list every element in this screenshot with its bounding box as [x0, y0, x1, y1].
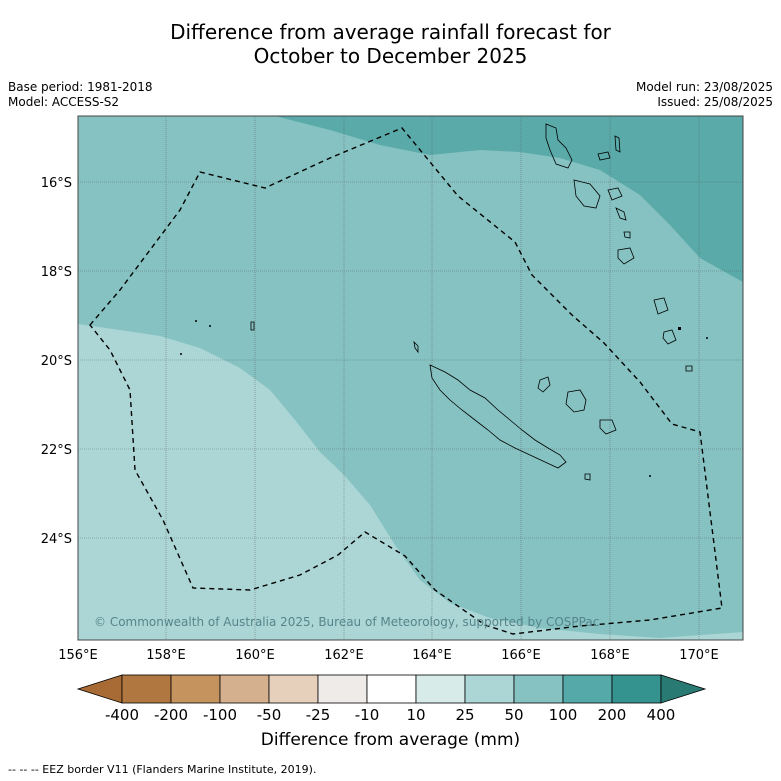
reef-1 — [195, 320, 197, 322]
island-malekula — [573, 179, 601, 209]
lon-label: 160°E — [235, 648, 275, 663]
island-mare — [599, 419, 617, 435]
model-name: Model: ACCESS-S2 — [8, 95, 120, 109]
colorbar-swatch — [121, 674, 172, 704]
island-ouvea — [537, 376, 551, 393]
colorbar-swatch — [562, 674, 613, 704]
colorbar-swatch — [268, 674, 319, 704]
map-frame — [77, 115, 744, 641]
colorbar-tick-label: 50 — [504, 706, 523, 724]
island-chesterfield — [250, 321, 255, 331]
meta-right: Model run: 23/08/2025 Issued: 25/08/2025 — [636, 80, 773, 110]
colorbar-swatch — [366, 674, 417, 704]
colorbar-tick-label: -10 — [355, 706, 380, 724]
colorbar-extend-high — [660, 674, 707, 704]
colorbar-extend-low — [76, 674, 123, 704]
island-ambae — [614, 135, 621, 153]
lon-label: 166°E — [501, 648, 541, 663]
colorbar-tick-label: 100 — [549, 706, 578, 724]
lon-label: 162°E — [324, 648, 364, 663]
lat-label: 18°S — [41, 265, 72, 280]
colorbar-swatch — [219, 674, 270, 704]
colorbar-swatch — [317, 674, 368, 704]
island-futuna — [678, 327, 681, 330]
band-100-200 — [275, 116, 743, 282]
lat-label: 16°S — [41, 176, 72, 191]
colorbar: -400 -200 -100 -50 -25 -10 10 25 50 100 200 400 — [76, 674, 707, 724]
lon-labels: 156°E 158°E 160°E 162°E 164°E 166°E 168°… — [58, 648, 719, 663]
map-title-line2: October to December 2025 — [253, 44, 528, 68]
map-title-line1: Difference from average rainfall forecas… — [170, 20, 611, 44]
lon-label: 170°E — [679, 648, 719, 663]
lon-label: 164°E — [412, 648, 452, 663]
colorbar-tick-label: 25 — [455, 706, 474, 724]
colorbar-tick-label: -200 — [154, 706, 188, 724]
reef-4 — [649, 475, 651, 477]
copyright-text: © Commonwealth of Australia 2025, Bureau… — [94, 615, 599, 629]
lat-label: 24°S — [41, 532, 72, 547]
band-25-50 — [78, 324, 743, 640]
island-lifou — [565, 389, 587, 413]
island-efate — [617, 247, 635, 265]
reef-5 — [706, 337, 708, 339]
model-run: Model run: 23/08/2025 — [635, 80, 773, 94]
footer-note: -- -- -- EEZ border V11 (Flanders Marine… — [8, 763, 317, 776]
island-belep — [413, 340, 419, 354]
reef-3 — [180, 353, 182, 355]
reef-2 — [209, 325, 211, 327]
island-espiritu-santo — [545, 123, 573, 169]
colorbar-swatch — [170, 674, 221, 704]
lat-label: 22°S — [41, 443, 72, 458]
island-tanna — [662, 329, 677, 345]
island-epi — [615, 207, 627, 221]
island-erromango — [653, 297, 669, 315]
island-ambrym — [607, 187, 623, 201]
island-maewo — [597, 151, 611, 161]
colorbar-tick-label: -50 — [257, 706, 282, 724]
colorbar-swatch — [611, 674, 662, 704]
lat-labels: 16°S 18°S 20°S 22°S 24°S — [41, 176, 72, 547]
base-period: Base period: 1981-2018 — [8, 80, 153, 94]
colorbar-tick-label: -25 — [306, 706, 331, 724]
colorbar-tick-label: -100 — [203, 706, 237, 724]
colorbar-tick-label: 200 — [598, 706, 627, 724]
meta-left: Base period: 1981-2018 Model: ACCESS-S2 — [8, 80, 153, 110]
island-isle-of-pines — [584, 473, 591, 481]
colorbar-swatch — [513, 674, 564, 704]
graticule — [78, 116, 743, 640]
rainfall-map — [78, 116, 743, 640]
island-aneityum — [685, 365, 693, 372]
colorbar-tick-label: 400 — [647, 706, 676, 724]
lon-label: 156°E — [58, 648, 98, 663]
lat-label: 20°S — [41, 354, 72, 369]
colorbar-tick-label: 10 — [406, 706, 425, 724]
eez-border — [89, 127, 723, 635]
lon-label: 158°E — [146, 648, 186, 663]
new-caledonia-island — [429, 364, 567, 469]
island-tongoa — [623, 231, 631, 239]
issued-date: Issued: 25/08/2025 — [657, 95, 773, 109]
colorbar-title: Difference from average (mm) — [260, 730, 521, 750]
colorbar-tick-label: -400 — [105, 706, 139, 724]
lon-label: 168°E — [590, 648, 630, 663]
colorbar-swatch — [464, 674, 515, 704]
colorbar-swatch — [415, 674, 466, 704]
